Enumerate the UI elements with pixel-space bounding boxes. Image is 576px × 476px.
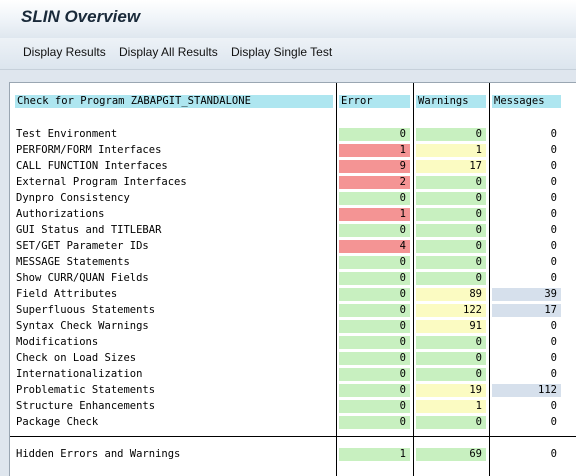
check-name-cell[interactable]: Internationalization (16, 368, 143, 380)
check-name-cell[interactable]: SET/GET Parameter IDs (16, 240, 149, 252)
message-count-cell[interactable]: 0 (550, 320, 557, 332)
error-count-cell[interactable]: 9 (339, 160, 410, 173)
message-count-cell[interactable]: 0 (550, 176, 557, 188)
message-count-cell[interactable]: 0 (550, 128, 557, 140)
message-count-cell[interactable]: 0 (550, 416, 557, 428)
total-message-cell[interactable]: 0 (550, 448, 557, 460)
warning-count-cell[interactable]: 0 (416, 240, 486, 253)
check-name-cell[interactable]: Superfluous Statements (16, 304, 156, 316)
warning-count-cell[interactable]: 1 (416, 144, 486, 157)
message-count-cell[interactable]: 0 (550, 160, 557, 172)
total-warning-cell[interactable]: 69 (416, 448, 486, 461)
header-check: Check for Program ZABAPGIT_STANDALONE (15, 95, 333, 108)
warning-count-cell[interactable]: 0 (416, 336, 486, 349)
check-name-cell[interactable]: Show CURR/QUAN Fields (16, 272, 149, 284)
error-count-cell[interactable]: 0 (339, 304, 410, 317)
results-list[interactable]: Check for Program ZABAPGIT_STANDALONE Er… (9, 82, 576, 476)
error-count-cell[interactable]: 2 (339, 176, 410, 189)
error-count-cell[interactable]: 0 (339, 272, 410, 285)
error-count-cell[interactable]: 0 (339, 128, 410, 141)
message-count-cell[interactable]: 0 (550, 144, 557, 156)
message-count-cell[interactable]: 0 (550, 256, 557, 268)
message-count-cell[interactable]: 0 (550, 208, 557, 220)
check-name-cell[interactable]: CALL FUNCTION Interfaces (16, 160, 168, 172)
error-count-cell[interactable]: 0 (339, 192, 410, 205)
error-count-cell[interactable]: 0 (339, 320, 410, 333)
check-name-cell[interactable]: Modifications (16, 336, 99, 348)
message-count-cell[interactable]: 0 (550, 224, 557, 236)
message-count-cell[interactable]: 0 (550, 240, 557, 252)
total-divider (10, 436, 576, 437)
total-label-cell[interactable]: Hidden Errors and Warnings (16, 448, 181, 460)
warning-count-cell[interactable]: 0 (416, 352, 486, 365)
error-count-cell[interactable]: 0 (339, 416, 410, 429)
application-toolbar: Display Results Display All Results Disp… (0, 38, 576, 70)
display-single-test-button[interactable]: Display Single Test (231, 45, 333, 59)
error-count-cell[interactable]: 0 (339, 288, 410, 301)
error-count-cell[interactable]: 1 (339, 208, 410, 221)
total-error-cell[interactable]: 1 (339, 448, 410, 461)
warning-count-cell[interactable]: 17 (416, 160, 486, 173)
title-bar: SLIN Overview (0, 0, 576, 38)
check-name-cell[interactable]: Problematic Statements (16, 384, 156, 396)
warning-count-cell[interactable]: 0 (416, 208, 486, 221)
warning-count-cell[interactable]: 0 (416, 128, 486, 141)
check-name-cell[interactable]: Dynpro Consistency (16, 192, 130, 204)
header-error: Error (339, 95, 410, 108)
header-messages: Messages (492, 95, 561, 108)
error-count-cell[interactable]: 0 (339, 224, 410, 237)
message-count-cell[interactable]: 0 (550, 272, 557, 284)
check-name-cell[interactable]: Structure Enhancements (16, 400, 156, 412)
error-count-cell[interactable]: 4 (339, 240, 410, 253)
message-count-cell[interactable]: 0 (550, 400, 557, 412)
message-count-cell[interactable]: 0 (550, 368, 557, 380)
warning-count-cell[interactable]: 0 (416, 224, 486, 237)
message-count-cell[interactable]: 0 (550, 336, 557, 348)
check-name-cell[interactable]: Authorizations (16, 208, 105, 220)
column-divider (336, 83, 337, 476)
message-count-cell[interactable]: 17 (492, 304, 561, 317)
column-divider (413, 83, 414, 476)
window-title: SLIN Overview (21, 7, 141, 26)
message-count-cell[interactable]: 0 (550, 192, 557, 204)
check-name-cell[interactable]: Check on Load Sizes (16, 352, 137, 364)
display-results-button[interactable]: Display Results (23, 45, 106, 59)
error-count-cell[interactable]: 1 (339, 144, 410, 157)
error-count-cell[interactable]: 0 (339, 336, 410, 349)
check-name-cell[interactable]: MESSAGE Statements (16, 256, 130, 268)
warning-count-cell[interactable]: 1 (416, 400, 486, 413)
warning-count-cell[interactable]: 0 (416, 272, 486, 285)
column-divider (489, 83, 490, 476)
warning-count-cell[interactable]: 19 (416, 384, 486, 397)
check-name-cell[interactable]: Syntax Check Warnings (16, 320, 149, 332)
check-name-cell[interactable]: External Program Interfaces (16, 176, 187, 188)
check-name-cell[interactable]: Field Attributes (16, 288, 118, 300)
warning-count-cell[interactable]: 0 (416, 176, 486, 189)
warning-count-cell[interactable]: 89 (416, 288, 486, 301)
error-count-cell[interactable]: 0 (339, 256, 410, 269)
check-name-cell[interactable]: GUI Status and TITLEBAR (16, 224, 162, 236)
message-count-cell[interactable]: 0 (550, 352, 557, 364)
warning-count-cell[interactable]: 91 (416, 320, 486, 333)
error-count-cell[interactable]: 0 (339, 384, 410, 397)
message-count-cell[interactable]: 112 (492, 384, 561, 397)
error-count-cell[interactable]: 0 (339, 400, 410, 413)
display-all-results-button[interactable]: Display All Results (119, 45, 218, 59)
warning-count-cell[interactable]: 0 (416, 256, 486, 269)
warning-count-cell[interactable]: 0 (416, 416, 486, 429)
warning-count-cell[interactable]: 0 (416, 192, 486, 205)
warning-count-cell[interactable]: 122 (416, 304, 486, 317)
error-count-cell[interactable]: 0 (339, 352, 410, 365)
check-name-cell[interactable]: Package Check (16, 416, 99, 428)
check-name-cell[interactable]: Test Environment (16, 128, 118, 140)
message-count-cell[interactable]: 39 (492, 288, 561, 301)
check-name-cell[interactable]: PERFORM/FORM Interfaces (16, 144, 162, 156)
error-count-cell[interactable]: 0 (339, 368, 410, 381)
header-warnings: Warnings (416, 95, 486, 108)
warning-count-cell[interactable]: 0 (416, 368, 486, 381)
